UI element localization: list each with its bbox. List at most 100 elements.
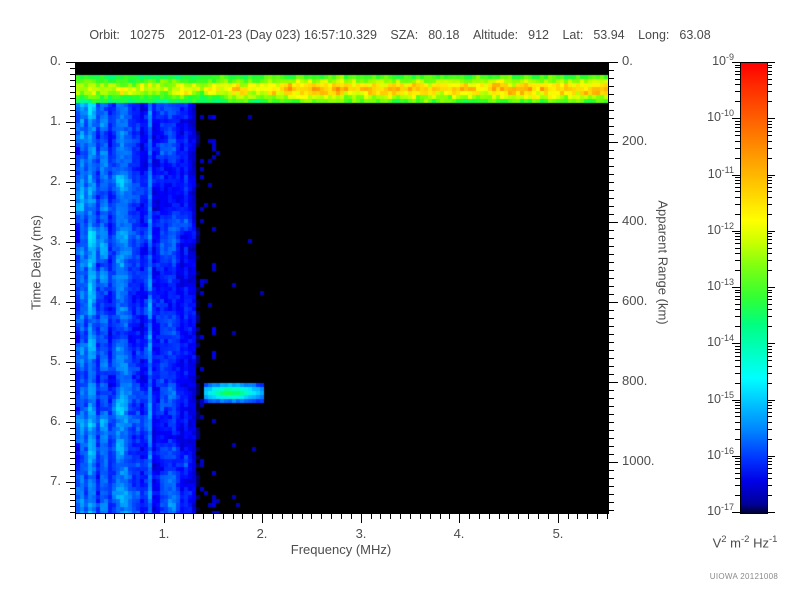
- frequency-minor-tick: [371, 514, 372, 519]
- frequency-minor-tick: [449, 514, 450, 519]
- frequency-tick-label: 5.: [552, 526, 564, 541]
- apparent-range-major-tick: [609, 382, 618, 383]
- colorbar-minor-tick: [767, 79, 772, 80]
- apparent-range-tick-label: 800.: [622, 373, 648, 388]
- frequency-tick-label: 3.: [355, 526, 367, 541]
- frequency-minor-tick: [577, 514, 578, 519]
- frequency-minor-tick: [528, 514, 529, 519]
- apparent-range-minor-tick: [609, 86, 614, 87]
- time-delay-minor-tick: [70, 332, 75, 333]
- colorbar-tick-label: 10-10: [707, 108, 734, 125]
- time-delay-minor-tick: [70, 194, 75, 195]
- datetime-value: 2012-01-23 (Day 023) 16:57:10.329: [178, 28, 377, 42]
- apparent-range-minor-tick: [609, 118, 614, 119]
- frequency-minor-tick: [75, 514, 76, 519]
- colorbar-minor-tick: [767, 290, 772, 291]
- colorbar-minor-tick: [767, 412, 772, 413]
- apparent-range-minor-tick: [609, 182, 614, 183]
- colorbar-minor-tick: [735, 316, 740, 317]
- frequency-minor-tick: [302, 514, 303, 519]
- colorbar-minor-tick: [767, 177, 772, 178]
- apparent-range-major-tick: [609, 302, 618, 303]
- colorbar-minor-tick: [767, 439, 772, 440]
- time-delay-minor-tick: [70, 146, 75, 147]
- orbit-value: 10275: [129, 28, 165, 42]
- time-delay-minor-tick: [70, 110, 75, 111]
- time-delay-major-tick: [66, 182, 75, 183]
- colorbar-minor-tick: [735, 158, 740, 159]
- apparent-range-minor-tick: [609, 398, 614, 399]
- colorbar-minor-tick: [767, 248, 772, 249]
- frequency-minor-tick: [508, 514, 509, 519]
- colorbar-major-tick: [767, 118, 775, 119]
- time-delay-minor-tick: [70, 200, 75, 201]
- frequency-major-tick: [459, 514, 460, 523]
- frequency-minor-tick: [144, 514, 145, 519]
- frequency-minor-tick: [479, 514, 480, 519]
- time-delay-minor-tick: [70, 266, 75, 267]
- colorbar-minor-tick: [767, 360, 772, 361]
- colorbar-minor-tick: [735, 91, 740, 92]
- apparent-range-minor-tick: [609, 254, 614, 255]
- colorbar-minor-tick: [767, 461, 772, 462]
- colorbar-major-tick: [732, 118, 740, 119]
- apparent-range-tick-label: 400.: [622, 213, 648, 228]
- time-delay-minor-tick: [70, 452, 75, 453]
- time-delay-minor-tick: [70, 368, 75, 369]
- colorbar-minor-tick: [735, 233, 740, 234]
- colorbar-minor-tick: [767, 485, 772, 486]
- apparent-range-tick-label: 1000.: [622, 453, 655, 468]
- colorbar-major-tick: [732, 287, 740, 288]
- time-delay-minor-tick: [70, 428, 75, 429]
- time-delay-minor-tick: [70, 416, 75, 417]
- time-delay-minor-tick: [70, 128, 75, 129]
- apparent-range-minor-tick: [609, 454, 614, 455]
- colorbar-minor-tick: [767, 141, 772, 142]
- colorbar-minor-tick: [735, 67, 740, 68]
- colorbar-major-tick: [732, 343, 740, 344]
- time-delay-minor-tick: [70, 164, 75, 165]
- apparent-range-minor-tick: [609, 358, 614, 359]
- apparent-range-minor-tick: [609, 430, 614, 431]
- apparent-range-major-tick: [609, 62, 618, 63]
- colorbar-minor-tick: [767, 478, 772, 479]
- apparent-range-minor-tick: [609, 406, 614, 407]
- colorbar-minor-tick: [767, 239, 772, 240]
- colorbar-minor-tick: [767, 366, 772, 367]
- frequency-minor-tick: [203, 514, 204, 519]
- time-delay-minor-tick: [70, 392, 75, 393]
- frequency-minor-tick: [193, 514, 194, 519]
- colorbar-minor-tick: [767, 67, 772, 68]
- colorbar-minor-tick: [767, 270, 772, 271]
- colorbar-minor-tick: [767, 468, 772, 469]
- colorbar-minor-tick: [735, 464, 740, 465]
- time-delay-minor-tick: [70, 116, 75, 117]
- frequency-minor-tick: [183, 514, 184, 519]
- apparent-range-minor-tick: [609, 270, 614, 271]
- colorbar-minor-tick: [735, 148, 740, 149]
- frequency-minor-tick: [410, 514, 411, 519]
- colorbar-minor-tick: [735, 495, 740, 496]
- time-delay-minor-tick: [70, 410, 75, 411]
- colorbar-minor-tick: [767, 101, 772, 102]
- colorbar-minor-tick: [735, 346, 740, 347]
- colorbar-minor-tick: [735, 383, 740, 384]
- frequency-minor-tick: [282, 514, 283, 519]
- colorbar-minor-tick: [767, 408, 772, 409]
- colorbar-major-tick: [767, 62, 775, 63]
- time-delay-minor-tick: [70, 446, 75, 447]
- colorbar-tick-label: 10-17: [707, 502, 734, 519]
- colorbar-major-tick: [767, 175, 775, 176]
- time-delay-minor-tick: [70, 158, 75, 159]
- colorbar-minor-tick: [735, 478, 740, 479]
- apparent-range-minor-tick: [609, 150, 614, 151]
- time-delay-minor-tick: [70, 506, 75, 507]
- colorbar-major-tick: [732, 456, 740, 457]
- frequency-minor-tick: [390, 514, 391, 519]
- colorbar-minor-tick: [767, 458, 772, 459]
- time-delay-minor-tick: [70, 350, 75, 351]
- colorbar-minor-tick: [735, 101, 740, 102]
- time-delay-minor-tick: [70, 494, 75, 495]
- colorbar-minor-tick: [735, 127, 740, 128]
- time-delay-minor-tick: [70, 170, 75, 171]
